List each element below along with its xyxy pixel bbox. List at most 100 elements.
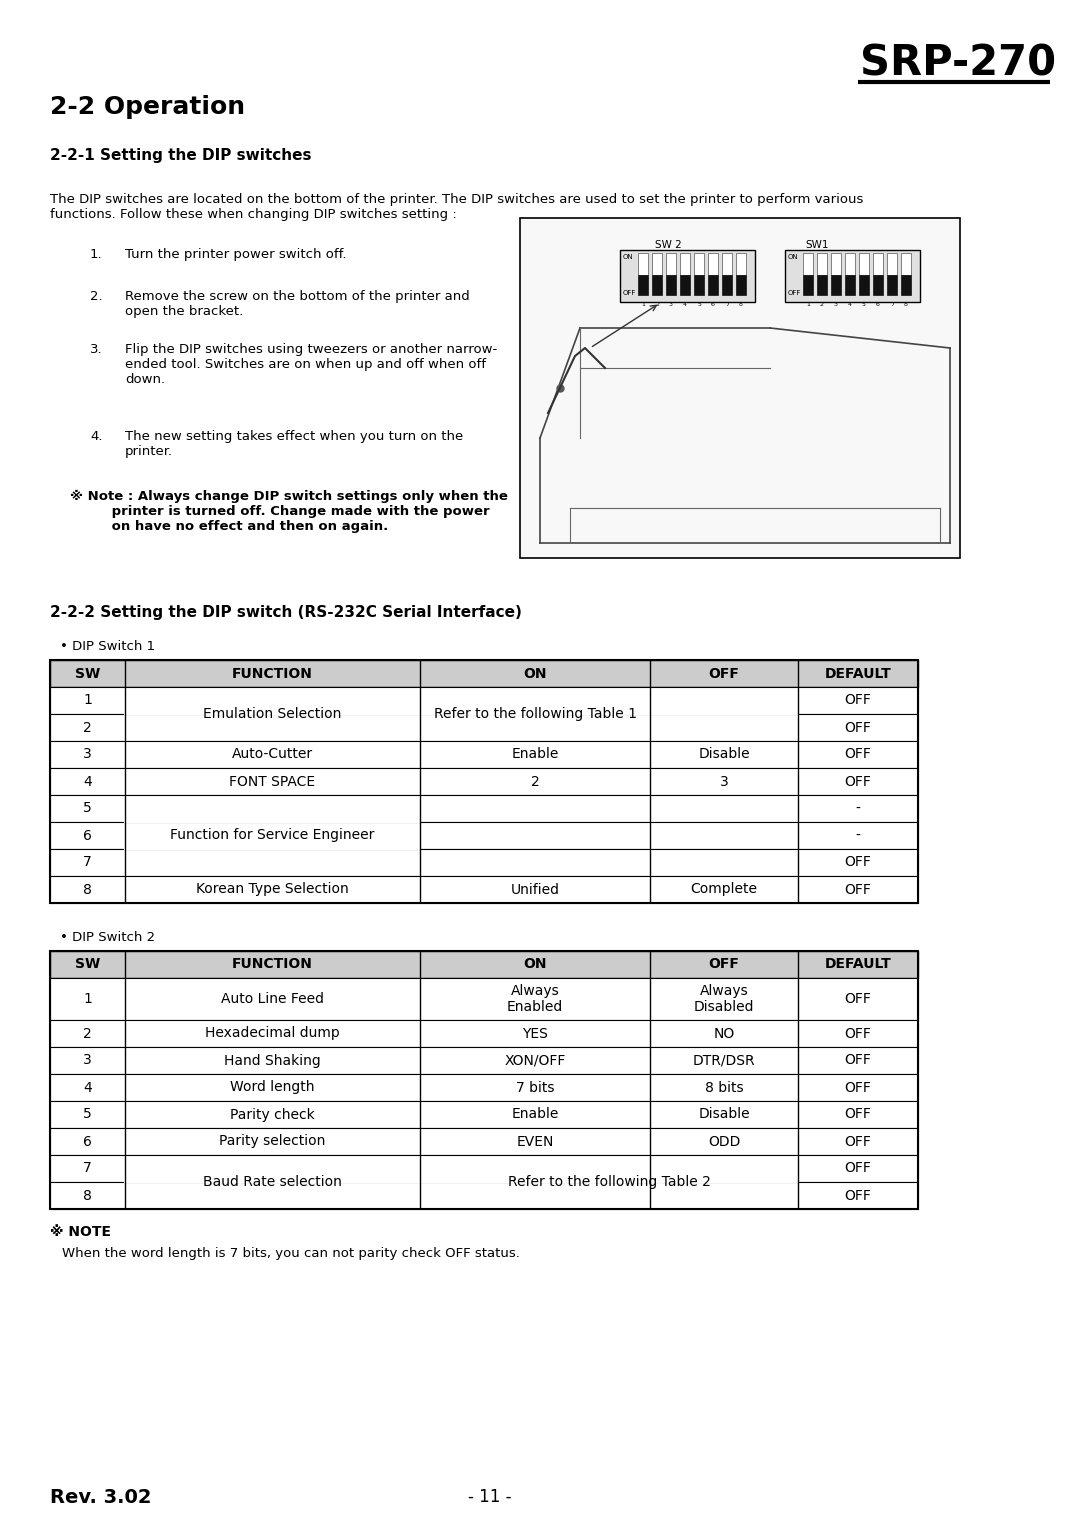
- Text: OFF: OFF: [845, 1162, 872, 1176]
- Text: 2: 2: [820, 302, 824, 307]
- Bar: [735, 275, 746, 295]
- Text: 5: 5: [83, 1107, 92, 1121]
- Text: 8: 8: [739, 302, 743, 307]
- Text: YES: YES: [522, 1026, 548, 1040]
- Text: FUNCTION: FUNCTION: [232, 957, 313, 971]
- Text: OFF: OFF: [845, 721, 872, 734]
- Bar: [831, 275, 841, 295]
- Text: The DIP switches are located on the bottom of the printer. The DIP switches are : The DIP switches are located on the bott…: [50, 192, 863, 221]
- Text: Emulation Selection: Emulation Selection: [203, 707, 341, 721]
- Text: 3: 3: [834, 302, 838, 307]
- Text: OFF: OFF: [845, 693, 872, 707]
- Text: SW1: SW1: [805, 240, 828, 250]
- Text: Always
Enabled: Always Enabled: [507, 983, 563, 1014]
- Text: DEFAULT: DEFAULT: [825, 666, 891, 681]
- Text: Complete: Complete: [690, 883, 757, 896]
- Text: OFF: OFF: [845, 1081, 872, 1095]
- Text: OFF: OFF: [845, 1135, 872, 1148]
- Text: Parity check: Parity check: [230, 1107, 315, 1121]
- Text: OFF: OFF: [845, 774, 872, 788]
- Bar: [804, 253, 813, 275]
- Text: 1.: 1.: [90, 247, 103, 261]
- Text: 8: 8: [83, 883, 92, 896]
- Text: 4: 4: [848, 302, 852, 307]
- Text: 5: 5: [697, 302, 701, 307]
- Text: When the word length is 7 bits, you can not parity check OFF status.: When the word length is 7 bits, you can …: [62, 1248, 519, 1260]
- Text: FONT SPACE: FONT SPACE: [229, 774, 315, 788]
- Bar: [680, 253, 690, 275]
- Text: 7: 7: [725, 302, 729, 307]
- Bar: [816, 275, 827, 295]
- Bar: [620, 250, 755, 302]
- Text: Always
Disabled: Always Disabled: [693, 983, 754, 1014]
- Bar: [723, 275, 732, 295]
- Text: DTR/DSR: DTR/DSR: [692, 1054, 755, 1067]
- Text: • DIP Switch 2: • DIP Switch 2: [60, 931, 156, 944]
- Text: 8: 8: [904, 302, 908, 307]
- Text: 4: 4: [83, 1081, 92, 1095]
- Text: 1: 1: [83, 693, 92, 707]
- Bar: [845, 253, 855, 275]
- Text: ※ NOTE: ※ NOTE: [50, 1225, 111, 1238]
- Text: Rev. 3.02: Rev. 3.02: [50, 1487, 151, 1507]
- Bar: [638, 253, 648, 275]
- Bar: [50, 1128, 918, 1154]
- Bar: [50, 1182, 918, 1209]
- Text: 2.: 2.: [90, 290, 103, 302]
- Bar: [50, 1048, 918, 1073]
- Text: 3: 3: [719, 774, 728, 788]
- Text: 7: 7: [83, 1162, 92, 1176]
- Text: -: -: [855, 802, 861, 815]
- Bar: [666, 253, 676, 275]
- Bar: [50, 741, 918, 768]
- Text: 7 bits: 7 bits: [516, 1081, 554, 1095]
- Text: 4.: 4.: [90, 431, 103, 443]
- Text: 2: 2: [83, 721, 92, 734]
- Text: OFF: OFF: [845, 1188, 872, 1202]
- Text: OFF: OFF: [623, 290, 636, 296]
- Bar: [680, 275, 690, 295]
- Text: Turn the printer power switch off.: Turn the printer power switch off.: [125, 247, 347, 261]
- Text: Unified: Unified: [511, 883, 559, 896]
- Bar: [50, 715, 918, 741]
- Text: 1: 1: [642, 302, 645, 307]
- Text: 1: 1: [806, 302, 810, 307]
- Text: SW: SW: [75, 957, 100, 971]
- Text: 1: 1: [83, 993, 92, 1006]
- Text: 6: 6: [711, 302, 715, 307]
- Bar: [652, 253, 662, 275]
- Text: Disable: Disable: [698, 748, 750, 762]
- Text: OFF: OFF: [788, 290, 801, 296]
- Text: 2: 2: [654, 302, 659, 307]
- Text: Refer to the following Table 1: Refer to the following Table 1: [433, 707, 636, 721]
- Text: 2-2-2 Setting the DIP switch (RS-232C Serial Interface): 2-2-2 Setting the DIP switch (RS-232C Se…: [50, 605, 522, 620]
- Bar: [50, 1101, 918, 1128]
- Text: OFF: OFF: [845, 1107, 872, 1121]
- Bar: [873, 253, 883, 275]
- Text: - 11 -: - 11 -: [469, 1487, 512, 1506]
- Text: -: -: [855, 829, 861, 843]
- Bar: [804, 275, 813, 295]
- Bar: [50, 1073, 918, 1101]
- Text: EVEN: EVEN: [516, 1135, 554, 1148]
- Bar: [50, 660, 918, 902]
- Text: 3: 3: [669, 302, 673, 307]
- Bar: [50, 822, 918, 849]
- Text: Hexadecimal dump: Hexadecimal dump: [205, 1026, 340, 1040]
- Bar: [638, 275, 648, 295]
- Text: Disable: Disable: [698, 1107, 750, 1121]
- Text: ON: ON: [788, 253, 798, 260]
- Text: 2: 2: [83, 1026, 92, 1040]
- Text: FUNCTION: FUNCTION: [232, 666, 313, 681]
- Bar: [50, 768, 918, 796]
- Bar: [50, 1154, 918, 1182]
- Bar: [666, 275, 676, 295]
- Bar: [652, 275, 662, 295]
- Text: 5: 5: [83, 802, 92, 815]
- Text: Auto Line Feed: Auto Line Feed: [221, 993, 324, 1006]
- Text: ON: ON: [523, 957, 546, 971]
- Bar: [831, 253, 841, 275]
- Text: 8 bits: 8 bits: [704, 1081, 743, 1095]
- Text: OFF: OFF: [708, 957, 740, 971]
- Text: 4: 4: [83, 774, 92, 788]
